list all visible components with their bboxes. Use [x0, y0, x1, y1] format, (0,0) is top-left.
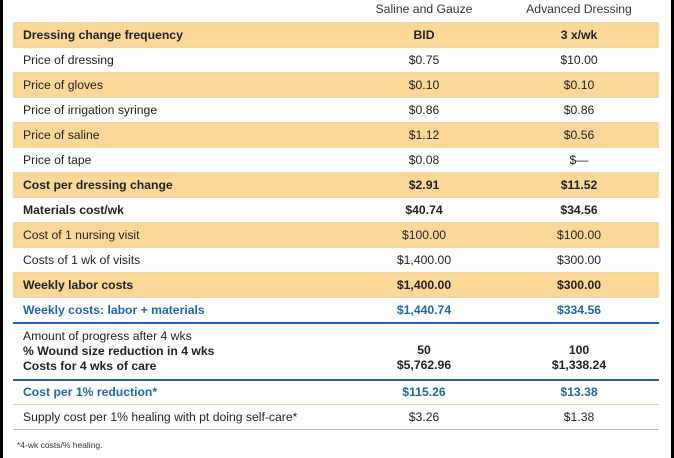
- table-row: Materials cost/wk $40.74 $34.56: [13, 197, 659, 223]
- progress-heading: Amount of progress after 4 wks: [23, 328, 192, 343]
- table-row: Weekly labor costs $1,400.00 $300.00: [13, 272, 659, 298]
- saline-gauze-value: $2.91: [408, 178, 440, 192]
- row-label: Cost per 1% reduction*: [23, 385, 158, 400]
- saline-gauze-value: $40.74: [405, 203, 443, 217]
- saline-gauze-value: $0.08: [408, 153, 440, 167]
- wound-reduction-label: % Wound size reduction in 4 wks: [23, 343, 215, 358]
- row-label: Weekly labor costs: [23, 278, 134, 292]
- progress-label-cell: Amount of progress after 4 wks % Wound s…: [13, 323, 349, 380]
- saline-gauze-four-week-cost: $5,762.96: [396, 358, 452, 372]
- advanced-dressing-value: $300.00: [556, 253, 602, 267]
- saline-gauze-progress-cell: 50 $5,762.96: [349, 323, 499, 380]
- row-label: Weekly costs: labor + materials: [23, 302, 205, 317]
- header-saline-gauze: Saline and Gauze: [375, 2, 473, 16]
- table-footnote: *4-wk costs/% healing.: [17, 440, 103, 450]
- saline-gauze-value: $0.75: [408, 53, 440, 67]
- saline-gauze-value: $3.26: [408, 410, 440, 424]
- row-label: Supply cost per 1% healing with pt doing…: [23, 410, 298, 424]
- saline-gauze-value: $0.10: [408, 78, 440, 92]
- saline-gauze-value: BID: [413, 28, 435, 42]
- advanced-dressing-value: $334.56: [556, 302, 602, 317]
- progress-row: Amount of progress after 4 wks % Wound s…: [13, 322, 659, 380]
- advanced-dressing-value: $34.56: [560, 203, 598, 217]
- advanced-dressing-value: $1.38: [563, 410, 595, 424]
- row-label: Price of tape: [23, 153, 92, 167]
- saline-gauze-value: $115.26: [402, 385, 446, 400]
- table-body: Dressing change frequency BID 3 x/wk Price…: [13, 22, 659, 430]
- advanced-dressing-value: $0.10: [563, 78, 595, 92]
- advanced-dressing-value: 3 x/wk: [560, 28, 598, 42]
- table-row: Weekly costs: labor + materials $1,440.74…: [13, 297, 659, 323]
- table-row: Price of dressing $0.75 $10.00: [13, 47, 659, 73]
- saline-gauze-value: $0.86: [408, 103, 440, 117]
- saline-gauze-value: $1,400.00: [396, 278, 452, 292]
- advanced-dressing-reduction: 100: [568, 343, 590, 357]
- cost-comparison-figure: Saline and Gauze Advanced Dressing Dress…: [3, 0, 671, 458]
- table-row: Cost per 1% reduction* $115.26 $13.38: [13, 379, 659, 405]
- advanced-dressing-value: $300.00: [556, 278, 602, 292]
- advanced-dressing-value: $11.52: [560, 178, 598, 192]
- advanced-dressing-progress-cell: 100 $1,338.24: [499, 323, 659, 380]
- table-row: Price of saline $1.12 $0.56: [13, 122, 659, 148]
- row-label: Cost of 1 nursing visit: [23, 228, 140, 242]
- row-label: Costs of 1 wk of visits: [23, 253, 141, 267]
- advanced-dressing-value: $0.86: [563, 103, 595, 117]
- saline-gauze-value: $1.12: [408, 128, 440, 142]
- table-row: Supply cost per 1% healing with pt doing…: [13, 404, 659, 430]
- table-row: Price of gloves $0.10 $0.10: [13, 72, 659, 98]
- table-row: Cost per dressing change $2.91 $11.52: [13, 172, 659, 198]
- header-advanced-dressing: Advanced Dressing: [526, 2, 632, 16]
- row-label: Price of dressing: [23, 53, 114, 67]
- row-label: Price of saline: [23, 128, 100, 142]
- row-label: Materials cost/wk: [23, 203, 124, 217]
- header-row: Saline and Gauze Advanced Dressing: [13, 0, 659, 23]
- saline-gauze-value: $1,440.74: [396, 302, 452, 317]
- saline-gauze-value: $1,400.00: [396, 253, 452, 267]
- table-row: Price of tape $0.08 $—: [13, 147, 659, 173]
- table-row: Costs of 1 wk of visits $1,400.00 $300.00: [13, 247, 659, 273]
- advanced-dressing-value: $13.38: [560, 385, 598, 400]
- table-row: Price of irrigation syringe $0.86 $0.86: [13, 97, 659, 123]
- table-row: Cost of 1 nursing visit $100.00 $100.00: [13, 222, 659, 248]
- advanced-dressing-value: $10.00: [560, 53, 598, 67]
- row-label: Cost per dressing change: [23, 178, 173, 192]
- row-label: Price of gloves: [23, 78, 103, 92]
- advanced-dressing-four-week-cost: $1,338.24: [551, 358, 607, 372]
- advanced-dressing-value: $0.56: [563, 128, 595, 142]
- saline-gauze-reduction: 50: [417, 343, 431, 357]
- four-week-cost-label: Costs for 4 wks of care: [23, 358, 157, 373]
- advanced-dressing-value: $100.00: [556, 228, 602, 242]
- row-label: Price of irrigation syringe: [23, 103, 158, 117]
- table-row: Dressing change frequency BID 3 x/wk: [13, 22, 659, 48]
- advanced-dressing-value: $—: [569, 153, 589, 167]
- cost-comparison-table: Saline and Gauze Advanced Dressing Dress…: [13, 0, 659, 430]
- header-label-column: [13, 0, 349, 23]
- row-label: Dressing change frequency: [23, 28, 183, 42]
- saline-gauze-value: $100.00: [401, 228, 447, 242]
